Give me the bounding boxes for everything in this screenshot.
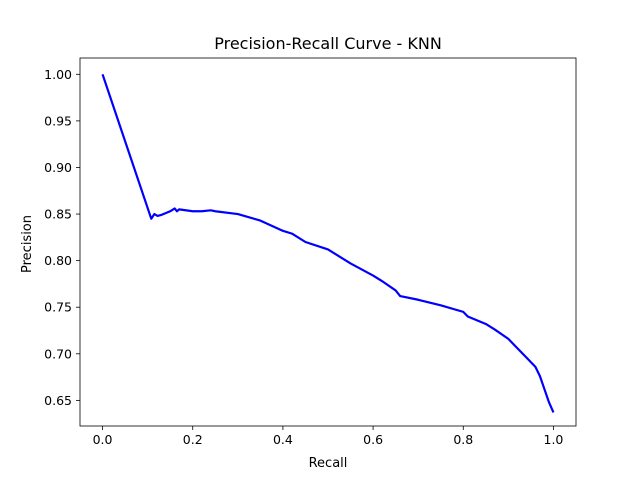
pr-curve-line bbox=[101, 73, 555, 413]
y-tick-label: 0.85 bbox=[44, 207, 72, 222]
plot-frame bbox=[79, 57, 577, 427]
x-tick-label: 0.2 bbox=[183, 432, 203, 447]
y-tick-label: 0.75 bbox=[44, 300, 72, 315]
x-tick-label: 0.4 bbox=[273, 432, 293, 447]
x-tick-label: 0.0 bbox=[93, 432, 113, 447]
chart-title: Precision-Recall Curve - KNN bbox=[214, 34, 442, 53]
y-axis-label: Precision bbox=[20, 215, 35, 273]
y-tick-label: 0.80 bbox=[44, 253, 72, 268]
y-tick-label: 0.70 bbox=[44, 346, 72, 361]
y-tick-label: 1.00 bbox=[44, 67, 72, 82]
y-tick-label: 0.90 bbox=[44, 160, 72, 175]
x-tick-label: 0.8 bbox=[453, 432, 473, 447]
y-tick-label: 0.65 bbox=[44, 393, 72, 408]
x-tick-label: 1.0 bbox=[544, 432, 564, 447]
x-axis-label: Recall bbox=[309, 456, 348, 471]
y-tick-label: 0.95 bbox=[44, 113, 72, 128]
x-tick-label: 0.6 bbox=[363, 432, 383, 447]
